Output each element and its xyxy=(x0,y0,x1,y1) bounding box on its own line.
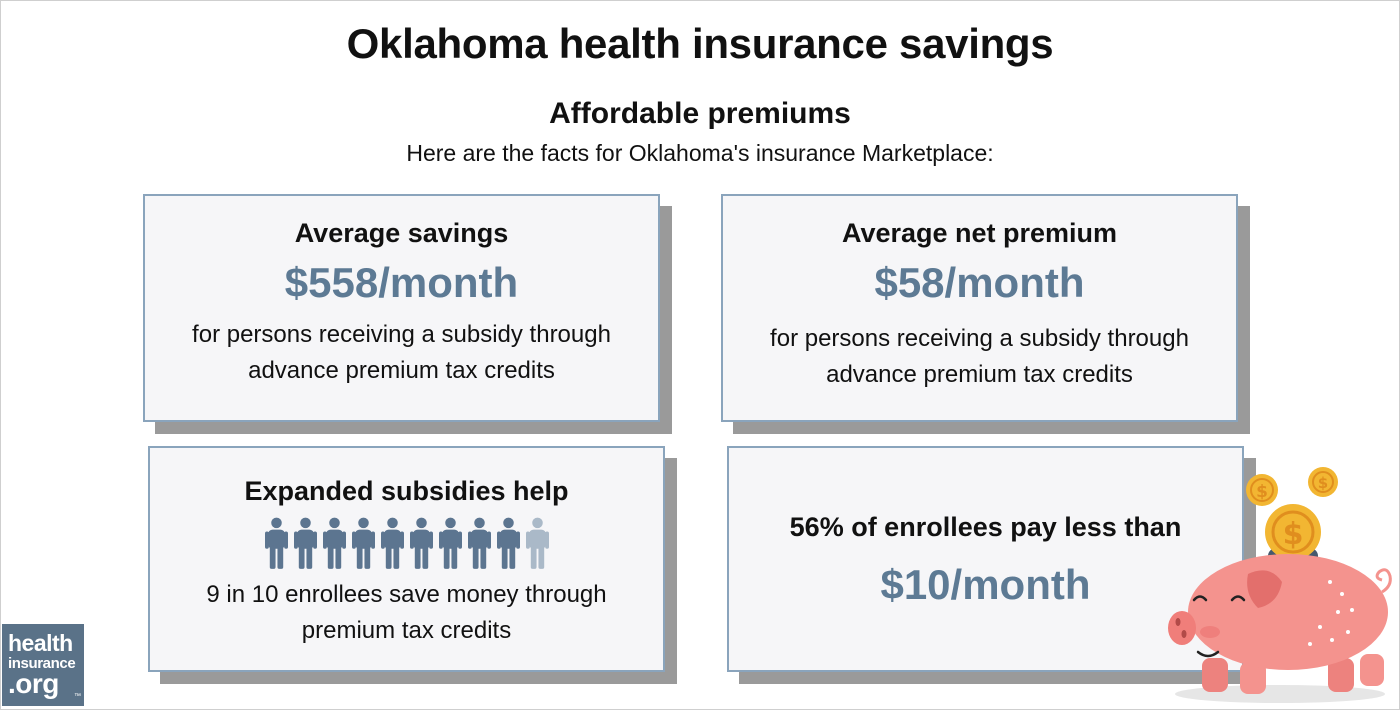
card-heading: Average savings xyxy=(294,218,509,248)
logo-line: .org xyxy=(8,668,59,699)
card-desc-line: 9 in 10 enrollees save money through xyxy=(206,581,607,608)
card-desc-line: advance premium tax credits xyxy=(826,361,1133,388)
dollar-coin-icon: $ xyxy=(1308,467,1338,497)
card-value: $58/month xyxy=(874,259,1085,306)
card-heading: Average net premium xyxy=(841,218,1118,248)
person-icon xyxy=(351,517,375,569)
person-icon xyxy=(438,517,462,569)
card-desc-line: premium tax credits xyxy=(301,617,512,644)
piggy-bank-icon: $ $ $ xyxy=(1168,467,1392,703)
enrollees-pay-less-card: 56% of enrollees pay less than $10/month xyxy=(727,446,1244,672)
dollar-coin-icon: $ xyxy=(1246,474,1278,506)
person-icon xyxy=(322,517,346,569)
section-subtitle: Affordable premiums xyxy=(549,97,851,130)
person-icon xyxy=(293,517,317,569)
average-savings-card: Average savings $558/month for persons r… xyxy=(143,194,660,422)
person-icon xyxy=(525,517,549,569)
card-value: $10/month xyxy=(880,561,1091,608)
svg-text:$: $ xyxy=(1283,517,1304,552)
person-icon xyxy=(264,517,288,569)
average-net-premium-card: Average net premium $58/month for person… xyxy=(721,194,1238,422)
intro-text: Here are the facts for Oklahoma's insura… xyxy=(406,140,994,166)
page-title: Oklahoma health insurance savings xyxy=(346,20,1054,67)
logo-line: insurance xyxy=(8,655,76,672)
healthinsurance-org-logo: health insurance .org ™ xyxy=(2,624,84,706)
expanded-subsidies-card: Expanded subsidies help 9 in 10 enrollee… xyxy=(148,446,665,672)
card-heading: Expanded subsidies help xyxy=(244,476,569,506)
person-icon xyxy=(496,517,520,569)
svg-text:$: $ xyxy=(1318,474,1328,492)
people-pictogram xyxy=(150,517,663,569)
dollar-coin-icon: $ xyxy=(1265,504,1321,560)
logo-line: health xyxy=(8,630,73,656)
logo-trademark: ™ xyxy=(74,693,81,700)
card-desc-line: advance premium tax credits xyxy=(248,357,555,384)
card-desc-line: for persons receiving a subsidy through xyxy=(192,321,611,348)
person-icon xyxy=(409,517,433,569)
person-icon xyxy=(380,517,404,569)
card-heading: 56% of enrollees pay less than xyxy=(789,512,1182,542)
card-desc-line: for persons receiving a subsidy through xyxy=(770,325,1189,352)
card-value: $558/month xyxy=(284,259,519,306)
svg-text:$: $ xyxy=(1256,482,1268,502)
person-icon xyxy=(467,517,491,569)
